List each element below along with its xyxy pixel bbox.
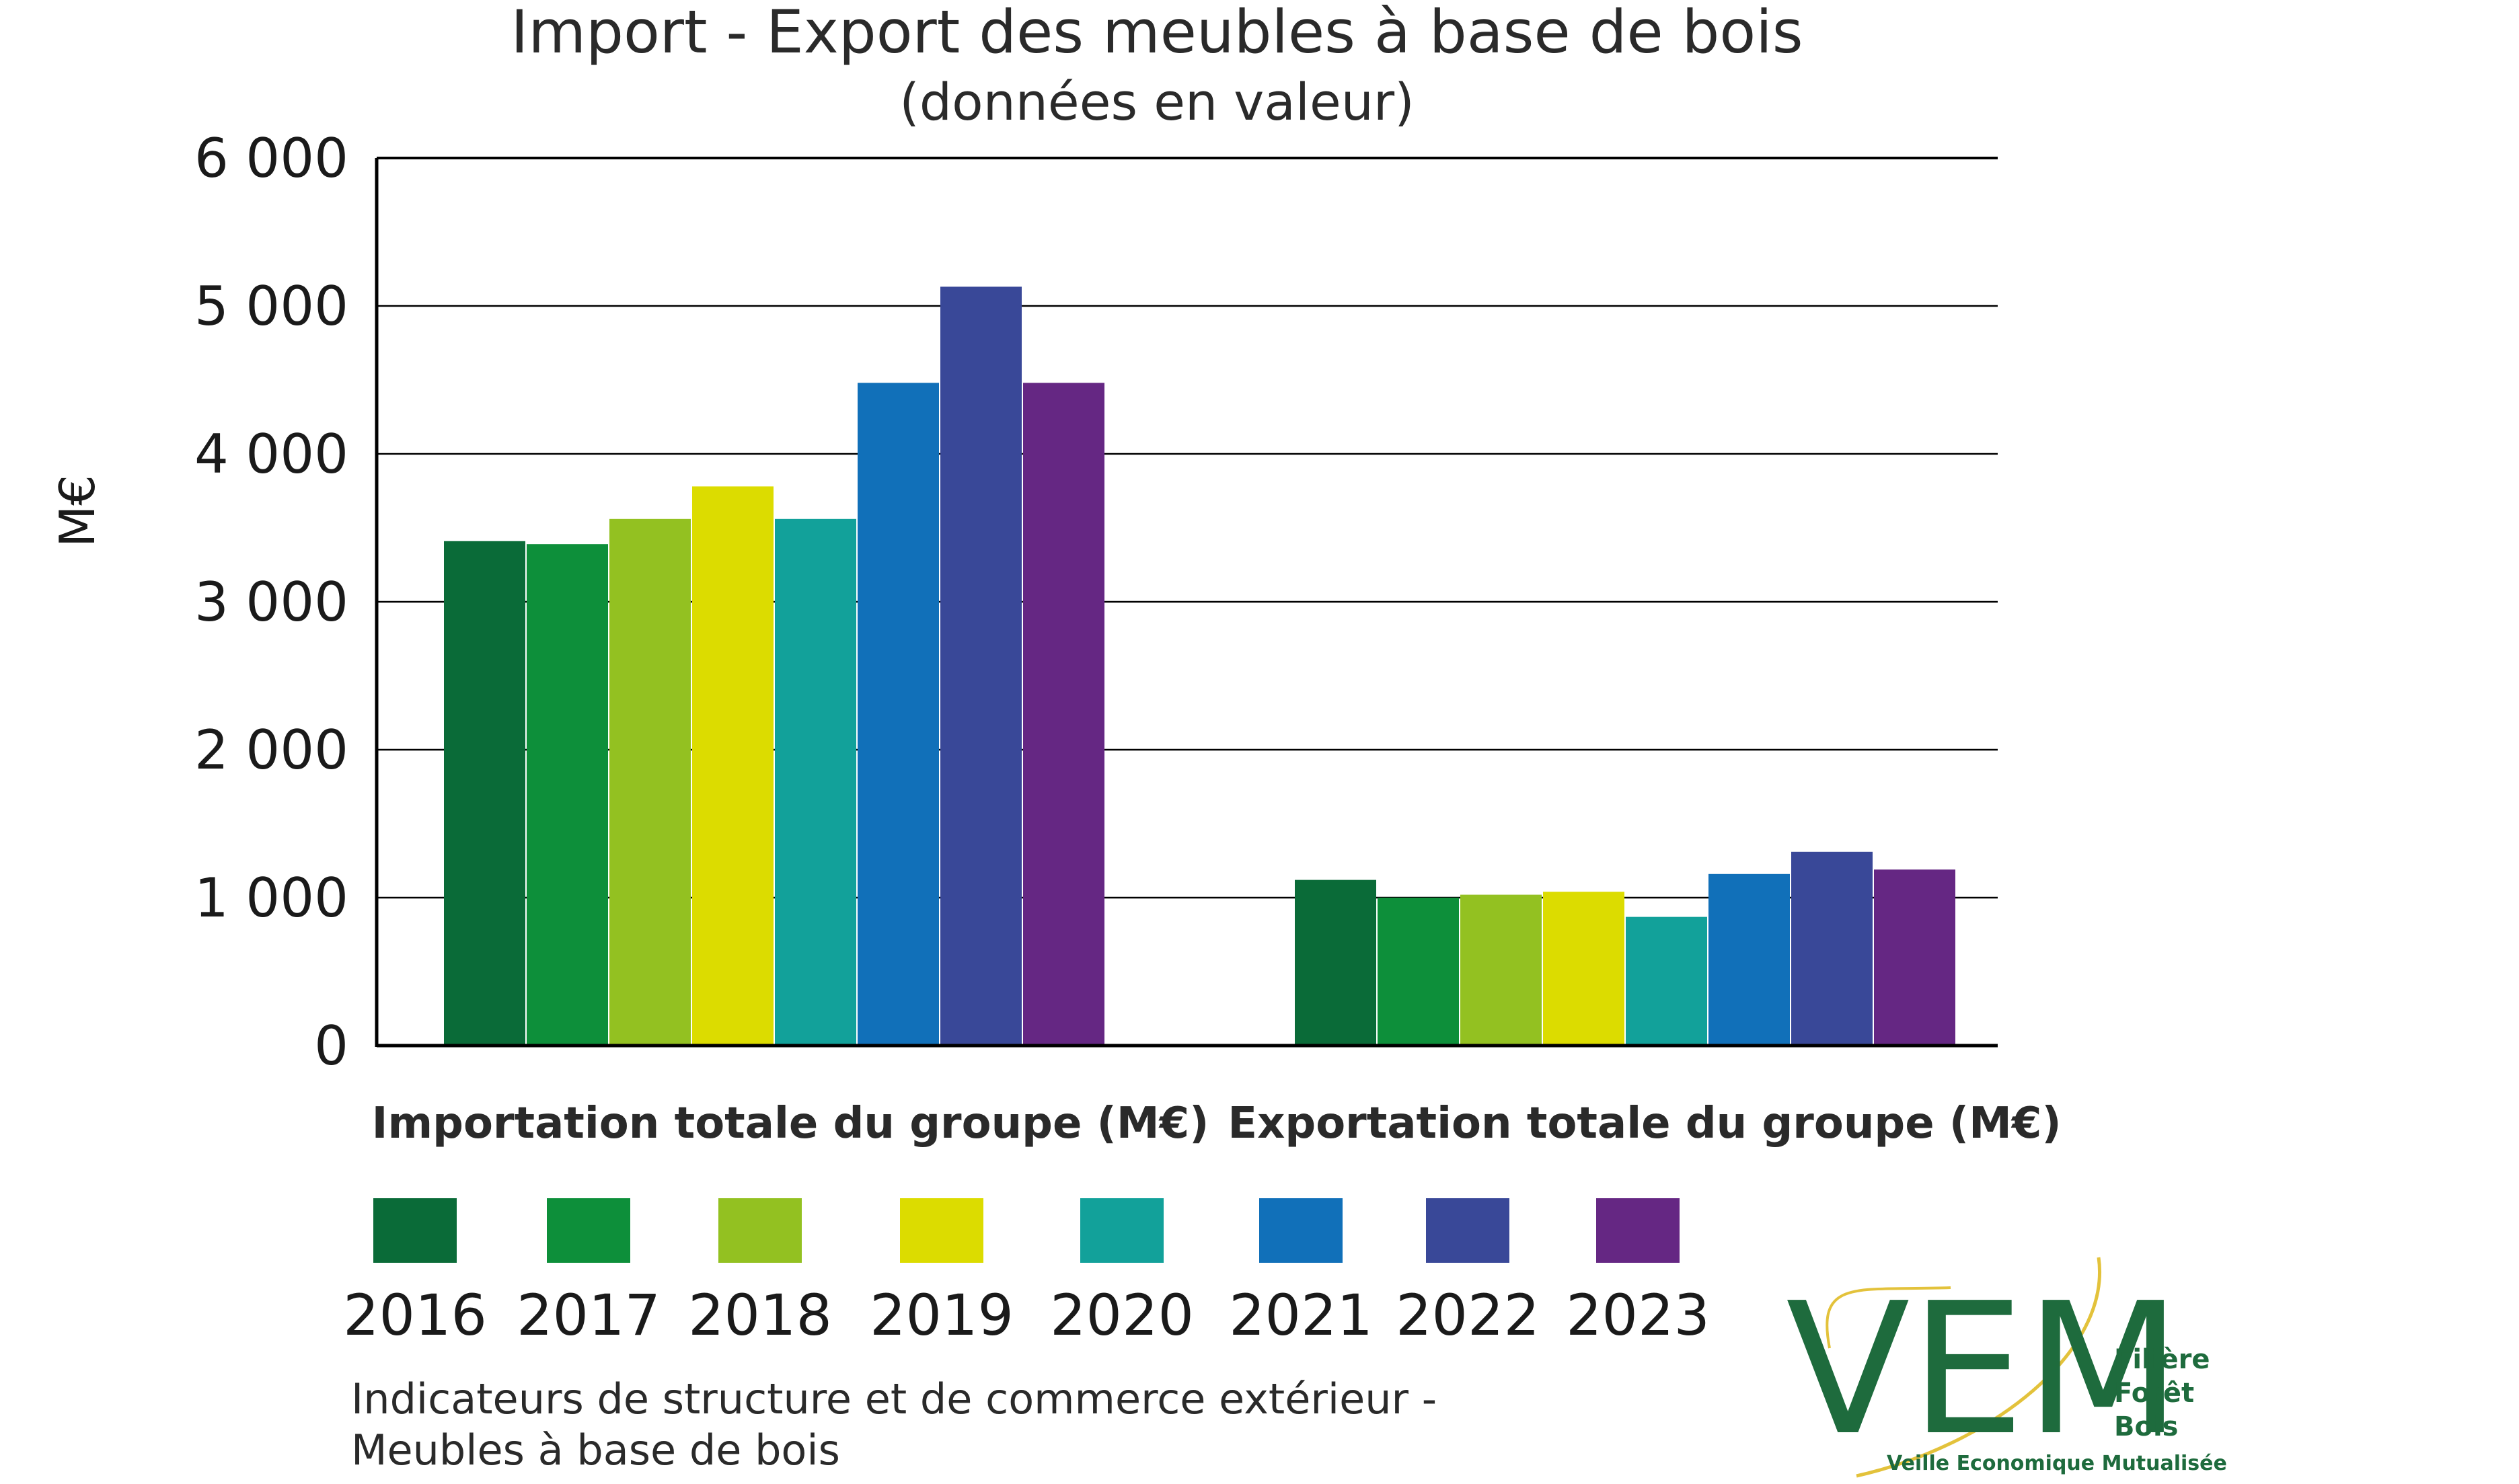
category-label: Importation totale du groupe (M€): [372, 1099, 1209, 1148]
bar-2017-export: [1378, 898, 1459, 1046]
footer-line-2: Meubles à base de bois: [351, 1426, 840, 1475]
legend: 2016 2017 2018 2019 2020 2021 2022 2023: [343, 1198, 1710, 1348]
y-tick-label: 3 000: [194, 571, 348, 633]
y-tick-label: 2 000: [194, 719, 348, 781]
y-tick-labels: 0 1 000 2 000 3 000 4 000 5 000 6 000: [194, 127, 348, 1077]
y-tick-label: 6 000: [194, 127, 348, 190]
bar-2017-import: [527, 544, 608, 1046]
chart-title: Import - Export des meubles à base de bo…: [511, 0, 1803, 67]
y-tick-label: 1 000: [194, 867, 348, 929]
legend-swatch-2017: [547, 1198, 630, 1263]
logo-word-1: Filière: [2114, 1344, 2210, 1375]
category-label: Exportation totale du groupe (M€): [1228, 1099, 2061, 1148]
y-axis-label: M€: [49, 475, 106, 547]
y-tick-label: 0: [314, 1015, 348, 1077]
bar-2016-export: [1295, 880, 1376, 1046]
bar-2019-import: [692, 486, 774, 1046]
bars: [444, 286, 1955, 1046]
legend-label-2022: 2022: [1396, 1282, 1540, 1348]
legend-swatch-2022: [1426, 1198, 1509, 1263]
bar-2023-import: [1023, 383, 1104, 1046]
legend-label-2019: 2019: [870, 1282, 1014, 1348]
bar-2018-export: [1460, 894, 1542, 1046]
legend-label-2017: 2017: [517, 1282, 661, 1348]
legend-swatch-2016: [373, 1198, 457, 1263]
legend-label-2023: 2023: [1566, 1282, 1710, 1348]
legend-label-2018: 2018: [688, 1282, 832, 1348]
logo-letters: VEM: [1786, 1263, 2181, 1475]
logo-word-2: Forêt: [2114, 1378, 2194, 1409]
legend-swatch-2023: [1596, 1198, 1680, 1263]
bar-2022-import: [940, 286, 1022, 1046]
bar-2019-export: [1543, 892, 1624, 1046]
axes: [375, 158, 1998, 1048]
legend-label-2016: 2016: [343, 1282, 487, 1348]
bar-2016-import: [444, 541, 525, 1046]
logo-swoosh: [1856, 1257, 2101, 1478]
logo-word-3: Bois: [2114, 1411, 2179, 1442]
bar-2022-export: [1791, 851, 1873, 1046]
logo-tagline: Veille Economique Mutualisée: [1887, 1452, 2227, 1475]
vem-logo: VEM Filière Forêt Bois Veille Economique…: [1786, 1257, 2227, 1478]
legend-swatch-2020: [1080, 1198, 1164, 1263]
logo-swoosh-2: [1826, 1286, 1951, 1349]
bar-2021-export: [1708, 873, 1790, 1046]
legend-label-2021: 2021: [1229, 1282, 1373, 1348]
legend-label-2020: 2020: [1050, 1282, 1194, 1348]
bar-2020-import: [775, 518, 856, 1046]
legend-swatch-2018: [718, 1198, 802, 1263]
bar-2018-import: [609, 518, 691, 1046]
chart-subtitle: (données en valeur): [899, 72, 1415, 132]
legend-swatch-2021: [1259, 1198, 1343, 1263]
category-labels: Importation totale du groupe (M€) Exporta…: [372, 1099, 2062, 1148]
legend-swatch-2019: [900, 1198, 983, 1263]
y-tick-label: 4 000: [194, 423, 348, 485]
bar-2023-export: [1874, 869, 1955, 1046]
y-tick-label: 5 000: [194, 275, 348, 338]
bar-2021-import: [858, 383, 939, 1046]
footer-line-1: Indicateurs de structure et de commerce …: [351, 1374, 1437, 1423]
bar-2020-export: [1626, 916, 1707, 1046]
